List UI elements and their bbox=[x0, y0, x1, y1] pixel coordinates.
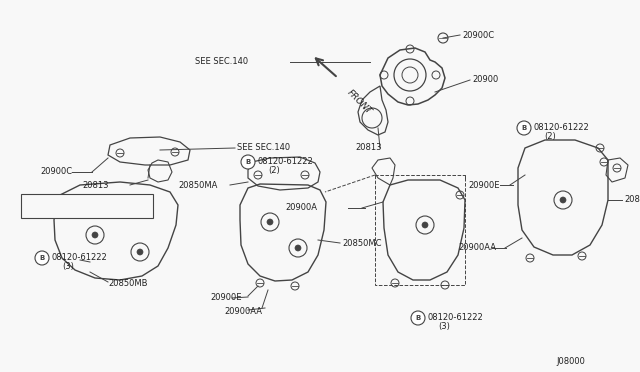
Text: 20850MC: 20850MC bbox=[342, 238, 381, 247]
FancyBboxPatch shape bbox=[21, 194, 153, 218]
Text: (2): (2) bbox=[544, 131, 556, 141]
Text: FRONT: FRONT bbox=[345, 88, 373, 116]
Text: 08120-61222: 08120-61222 bbox=[52, 253, 108, 263]
Text: SEE SEC.140: SEE SEC.140 bbox=[195, 58, 248, 67]
Text: 20850MB: 20850MB bbox=[108, 279, 147, 289]
Text: 20813: 20813 bbox=[82, 180, 109, 189]
Text: B: B bbox=[40, 255, 45, 261]
Text: 20850MA: 20850MA bbox=[178, 180, 218, 189]
Text: J08000: J08000 bbox=[556, 357, 585, 366]
Text: 20900+A: 20900+A bbox=[26, 199, 63, 208]
Circle shape bbox=[267, 219, 273, 225]
Circle shape bbox=[560, 197, 566, 203]
Text: 20850M: 20850M bbox=[624, 196, 640, 205]
Text: 20900C: 20900C bbox=[40, 167, 72, 176]
Circle shape bbox=[422, 222, 428, 228]
Circle shape bbox=[295, 245, 301, 251]
Circle shape bbox=[517, 121, 531, 135]
Circle shape bbox=[241, 155, 255, 169]
Text: 08120-61222: 08120-61222 bbox=[258, 157, 314, 167]
Circle shape bbox=[411, 311, 425, 325]
Text: B: B bbox=[522, 125, 527, 131]
Text: (2): (2) bbox=[268, 166, 280, 174]
Text: 20900C: 20900C bbox=[462, 31, 494, 39]
Text: 20900A: 20900A bbox=[86, 205, 116, 215]
Text: B: B bbox=[245, 159, 251, 165]
Text: 08120-61222: 08120-61222 bbox=[428, 314, 484, 323]
Text: 20900E: 20900E bbox=[210, 294, 241, 302]
Circle shape bbox=[137, 249, 143, 255]
Text: 20900: 20900 bbox=[472, 76, 499, 84]
Text: 08120-61222: 08120-61222 bbox=[534, 124, 589, 132]
Text: (3): (3) bbox=[438, 321, 450, 330]
Text: SEE SEC.140: SEE SEC.140 bbox=[237, 144, 290, 153]
Text: 20900AA: 20900AA bbox=[224, 308, 262, 317]
Text: 20900A: 20900A bbox=[285, 203, 317, 212]
Text: 20813: 20813 bbox=[355, 144, 381, 153]
Text: 20900E: 20900E bbox=[468, 180, 499, 189]
Circle shape bbox=[92, 232, 98, 238]
Text: 20900AA: 20900AA bbox=[458, 244, 496, 253]
Text: (3): (3) bbox=[62, 262, 74, 270]
Circle shape bbox=[35, 251, 49, 265]
Text: B: B bbox=[415, 315, 420, 321]
